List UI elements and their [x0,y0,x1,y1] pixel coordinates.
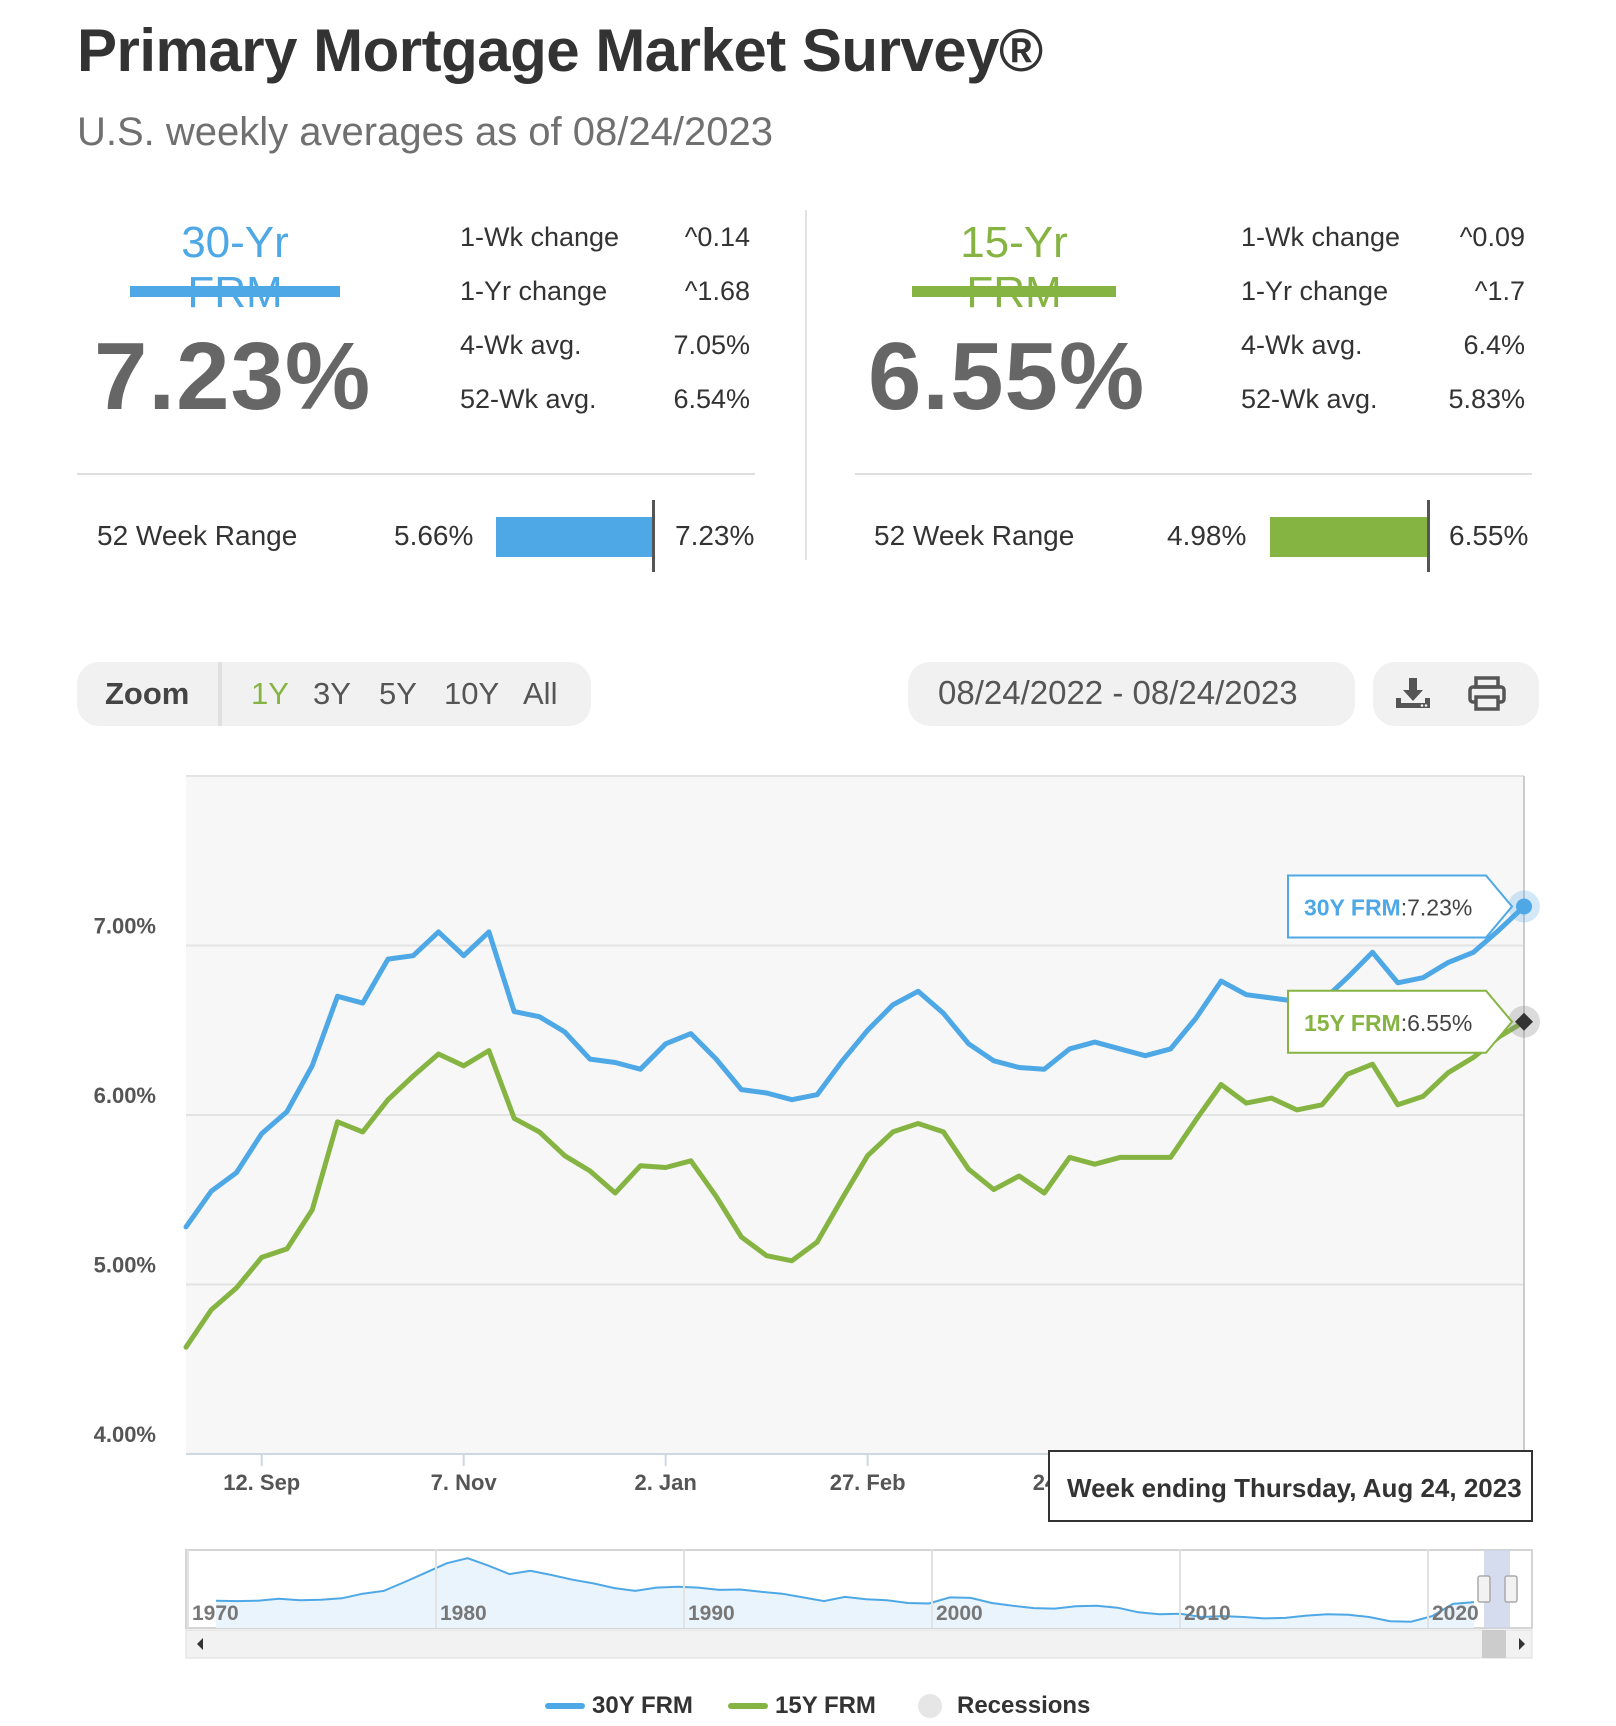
frm30-range-marker [652,500,655,572]
frm30-range-label: 52 Week Range [97,520,298,551]
y-tick-label: 7.00% [94,914,156,939]
y-tick-label: 5.00% [94,1253,156,1278]
frm15-stat-label: 4-Wk avg. [1241,330,1363,360]
navigator-label: 1990 [688,1602,735,1625]
navigator-label: 2000 [936,1602,983,1625]
x-tick-label: 2. Jan [634,1470,696,1495]
frm15-range-low: 4.98% [1167,520,1247,551]
zoom-all-button[interactable]: All [523,676,558,711]
navigator-handle-right [1504,1575,1518,1603]
navigator-label: 1970 [192,1602,239,1625]
frm30-label: 30-Yr FRM [181,218,289,317]
frm15-stat-value: ^0.09 [1459,222,1525,252]
frm30-underline [130,286,340,297]
frm15-stat-value: ^1.7 [1474,276,1525,306]
divider [77,473,755,475]
frm15-stat-value: 5.83% [1448,384,1525,414]
zoom-5y-button[interactable]: 5Y [379,676,417,711]
page-subtitle: U.S. weekly averages as of 08/24/2023 [77,110,773,154]
x-tick-label: 7. Nov [431,1470,498,1495]
x-tick-label: 27. Feb [830,1470,906,1495]
frm15-stat-label: 1-Yr change [1241,276,1389,306]
date-range-text[interactable]: 08/24/2022 - 08/24/2023 [938,674,1298,711]
hover-marker-15y [1515,1012,1533,1031]
frm30-range-high: 7.23% [675,520,755,551]
legend-30y-swatch [545,1703,585,1709]
frm30-stat-label: 4-Wk avg. [460,330,582,360]
tooltip-title: Week ending Thursday, Aug 24, 2023 [1067,1473,1522,1503]
legend-recessions-swatch [918,1694,942,1718]
navigator-scrollbar [185,1629,1533,1659]
callout-text: 30Y FRM:7.23% [1304,895,1472,921]
frm30-stat-value: ^0.14 [684,222,750,252]
navigator-handle-left [1477,1575,1491,1603]
series-line-15y [183,1019,1527,1350]
hover-marker-30y [1516,898,1532,915]
zoom-separator [218,662,222,726]
callout-box [1287,874,1514,939]
frm15-rate: 6.55% [868,323,1146,430]
frm15-stat-label: 52-Wk avg. [1241,384,1378,414]
scroll-left-icon [197,1638,203,1650]
frm15-underline [912,286,1116,297]
frm30-stat-value: ^1.68 [684,276,750,306]
y-tick-label: 4.00% [94,1422,156,1447]
frm30-stat-value: 7.05% [673,330,750,360]
frm15-stat-value: 6.4% [1463,330,1525,360]
callout-value: :6.55% [1401,1010,1473,1036]
legend-15y-swatch [728,1703,768,1709]
callout-text: 15Y FRM:6.55% [1304,1010,1472,1036]
zoom-control [77,662,591,726]
page-title: Primary Mortgage Market Survey® [77,17,1043,84]
frm15-range-bar [1270,517,1427,557]
panel-separator [805,210,807,560]
frm30-stat-label: 52-Wk avg. [460,384,597,414]
legend-recessions-label[interactable]: Recessions [957,1692,1091,1719]
frm30-stat-label: 1-Wk change [460,222,620,252]
navigator-label: 1980 [440,1602,487,1625]
legend-15y-label[interactable]: 15Y FRM [775,1692,876,1719]
frm15-stat-label: 1-Wk change [1241,222,1401,252]
frm15-label: 15-Yr FRM [960,218,1068,317]
navigator-label: 2010 [1184,1602,1231,1625]
frm15-range-high: 6.55% [1449,520,1529,551]
frm30-range-bar [496,517,652,557]
navigator-scroll-thumb [1482,1630,1506,1658]
download-icon[interactable] [1393,676,1433,712]
frm15-range-label: 52 Week Range [874,520,1075,551]
legend-30y-label[interactable]: 30Y FRM [592,1692,693,1719]
rate-chart[interactable]: 4.00% 5.00% 6.00% 7.00% 12. Sep 7. Nov 2. Jan 2… [0,760,1616,1670]
zoom-1y-button[interactable]: 1Y [251,676,289,711]
chart-tools [1373,662,1539,726]
zoom-label: Zoom [105,676,190,711]
x-tick-label: 12. Sep [223,1470,300,1495]
tooltip-box [1048,1450,1533,1522]
callout-box [1287,989,1514,1054]
callout-series-name: 15Y FRM [1304,1010,1401,1036]
callout-value: :7.23% [1401,895,1473,921]
frm30-rate: 7.23% [94,323,372,430]
divider [855,473,1532,475]
frm30-range-low: 5.66% [394,520,474,551]
print-icon[interactable] [1467,676,1507,712]
callout-series-name: 30Y FRM [1304,895,1401,921]
frm30-stat-label: 1-Yr change [460,276,608,306]
scroll-right-icon [1519,1638,1525,1650]
frm15-range-marker [1427,500,1430,572]
y-tick-label: 6.00% [94,1083,156,1108]
navigator-line [215,1557,1475,1623]
zoom-3y-button[interactable]: 3Y [313,676,351,711]
navigator-area [216,1558,1474,1628]
frm30-stat-value: 6.54% [673,384,750,414]
navigator-label: 2020 [1432,1602,1479,1625]
date-range-box[interactable] [908,662,1355,726]
zoom-10y-button[interactable]: 10Y [444,676,500,711]
